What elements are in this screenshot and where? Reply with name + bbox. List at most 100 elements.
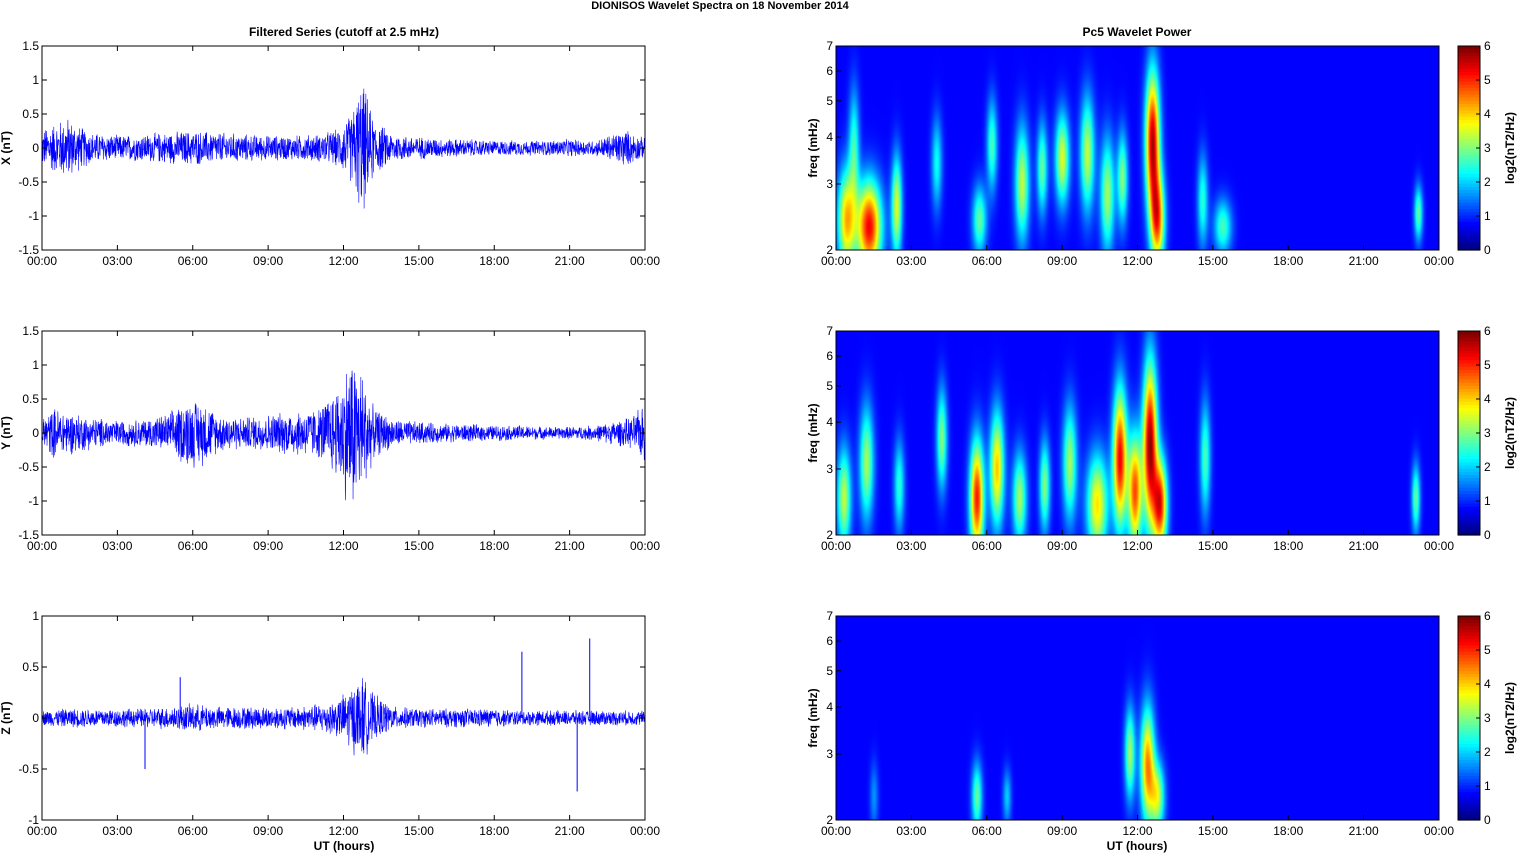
colorbar-swatch <box>1458 477 1480 482</box>
colorbar-swatch <box>1458 769 1480 773</box>
colorbar-swatch <box>1458 442 1480 447</box>
colorbar-swatch <box>1458 698 1480 703</box>
colorbar-swatch <box>1458 496 1480 501</box>
wavelet-power-heatmap <box>836 46 1439 250</box>
colorbar-tick-label: 6 <box>1484 324 1491 338</box>
colorbar-swatch <box>1458 813 1480 818</box>
colorbar-swatch <box>1458 695 1480 700</box>
colorbar-swatch <box>1458 670 1480 674</box>
colorbar-swatch <box>1458 484 1480 488</box>
colorbar-swatch <box>1458 388 1480 393</box>
y-axis-label: freq (mHz) <box>806 118 820 177</box>
colorbar-swatch <box>1458 189 1480 194</box>
colorbar-swatch <box>1458 651 1480 655</box>
colorbar-swatch <box>1458 455 1480 460</box>
series-line-y <box>41 370 646 501</box>
y-tick-label: 2 <box>826 528 833 542</box>
x-tick-label: 03:00 <box>896 824 926 838</box>
colorbar-swatch <box>1458 394 1480 399</box>
colorbar-swatch <box>1458 234 1480 238</box>
colorbar-tick-label: 4 <box>1484 392 1491 406</box>
y-tick-label: 1 <box>32 609 39 623</box>
colorbar-swatch <box>1458 711 1480 716</box>
colorbar-swatch <box>1458 401 1480 405</box>
colorbar-swatch <box>1458 772 1480 776</box>
colorbar-swatch <box>1458 58 1480 63</box>
colorbar-swatch <box>1458 106 1480 111</box>
left-bottom-xlabel: UT (hours) <box>314 839 375 853</box>
colorbar-swatch <box>1458 84 1480 89</box>
colorbar-swatch <box>1458 749 1480 754</box>
colorbar-swatch <box>1458 346 1480 351</box>
colorbar-swatch <box>1458 807 1480 812</box>
x-tick-label: 21:00 <box>555 539 585 553</box>
wavelet-power-heatmap <box>836 331 1439 535</box>
colorbar-swatch <box>1458 679 1480 684</box>
y-tick-label: 0.5 <box>22 660 39 674</box>
x-tick-label: 00:00 <box>821 539 851 553</box>
colorbar-swatch <box>1458 461 1480 466</box>
colorbar-swatch <box>1458 350 1480 354</box>
colorbar-tick-label: 5 <box>1484 358 1491 372</box>
y-axis-label: freq (mHz) <box>806 403 820 462</box>
colorbar-tick-label: 0 <box>1484 528 1491 542</box>
right-bottom-xlabel: UT (hours) <box>1107 839 1168 853</box>
colorbar-swatch <box>1458 804 1480 808</box>
colorbar-swatch <box>1458 243 1480 248</box>
series-line-z <box>41 678 646 756</box>
colorbar-swatch <box>1458 413 1480 418</box>
colorbar-swatch <box>1458 353 1480 358</box>
x-tick-label: 03:00 <box>896 254 926 268</box>
y-tick-label: 5 <box>826 664 833 678</box>
colorbar-swatch <box>1458 743 1480 748</box>
colorbar-label: log2(nT2/Hz) <box>1503 112 1517 184</box>
colorbar-swatch <box>1458 654 1480 659</box>
colorbar-swatch <box>1458 622 1480 627</box>
colorbar-swatch <box>1458 522 1480 527</box>
x-tick-label: 15:00 <box>1198 254 1228 268</box>
colorbar: 0 1 2 3 4 5 6 log2(nT2/Hz) <box>1457 39 1517 257</box>
colorbar-swatch <box>1458 227 1480 232</box>
colorbar-swatch <box>1458 195 1480 200</box>
x-tick-label: 00:00 <box>27 539 57 553</box>
colorbar-swatch <box>1458 493 1480 498</box>
colorbar-swatch <box>1458 135 1480 140</box>
colorbar-swatch <box>1458 794 1480 799</box>
colorbar-swatch <box>1458 788 1480 792</box>
colorbar-swatch <box>1458 445 1480 450</box>
y-tick-label: 6 <box>826 634 833 648</box>
colorbar-swatch <box>1458 464 1480 469</box>
x-tick-label: 21:00 <box>555 824 585 838</box>
colorbar-swatch <box>1458 686 1480 690</box>
colorbar-swatch <box>1458 331 1480 335</box>
x-tick-label: 00:00 <box>1424 254 1454 268</box>
colorbar-swatch <box>1458 74 1480 79</box>
x-tick-label: 03:00 <box>896 539 926 553</box>
colorbar-swatch <box>1458 55 1480 60</box>
colorbar-tick-label: 0 <box>1484 813 1491 827</box>
colorbar-tick-label: 2 <box>1484 745 1491 759</box>
colorbar-swatch <box>1458 154 1480 159</box>
colorbar-swatch <box>1458 87 1480 92</box>
colorbar-swatch <box>1458 746 1480 751</box>
colorbar-swatch <box>1458 625 1480 630</box>
x-tick-label: 06:00 <box>972 254 1002 268</box>
colorbar-tick-label: 6 <box>1484 39 1491 53</box>
colorbar-swatch <box>1458 65 1480 69</box>
colorbar-swatch <box>1458 426 1480 431</box>
x-tick-label: 09:00 <box>1047 824 1077 838</box>
colorbar-tick-label: 3 <box>1484 426 1491 440</box>
plots-layer: 00:00 03:00 06:00 09:00 12:00 15:00 18:00 21:00… <box>0 39 1517 838</box>
colorbar-swatch <box>1458 170 1480 175</box>
colorbar-swatch <box>1458 667 1480 671</box>
colorbar-swatch <box>1458 458 1480 463</box>
x-tick-label: 09:00 <box>253 539 283 553</box>
colorbar-swatch <box>1458 340 1480 345</box>
colorbar-swatch <box>1458 718 1480 722</box>
colorbar-label: log2(nT2/Hz) <box>1503 682 1517 754</box>
colorbar-swatch <box>1458 382 1480 386</box>
x-tick-label: 12:00 <box>328 254 358 268</box>
colorbar-swatch <box>1458 616 1480 620</box>
colorbar-swatch <box>1458 660 1480 665</box>
colorbar-label: log2(nT2/Hz) <box>1503 397 1517 469</box>
